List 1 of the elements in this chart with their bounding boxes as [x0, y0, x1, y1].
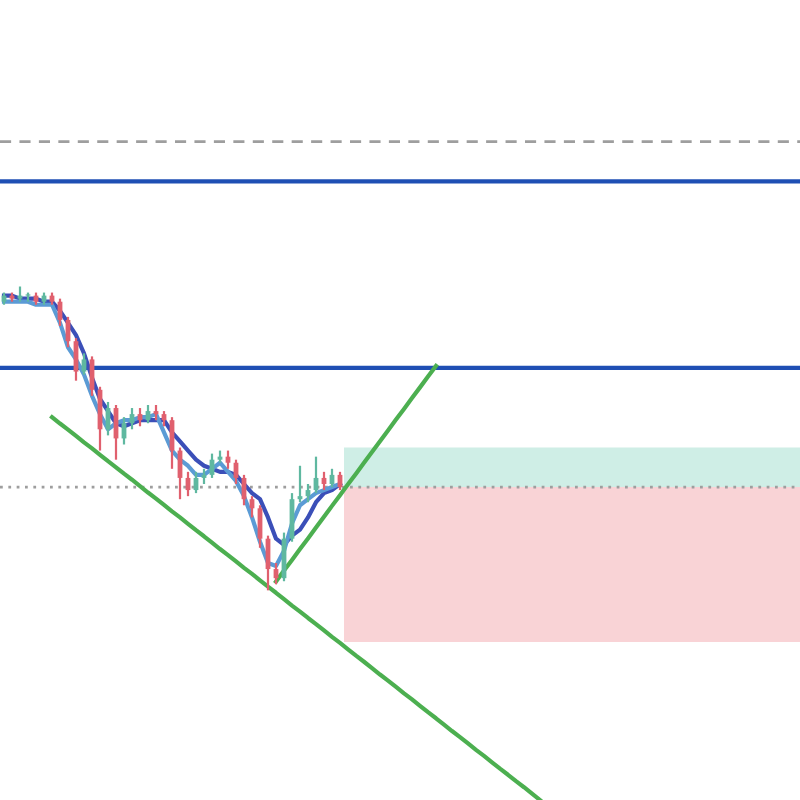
candlestick [81, 352, 87, 376]
